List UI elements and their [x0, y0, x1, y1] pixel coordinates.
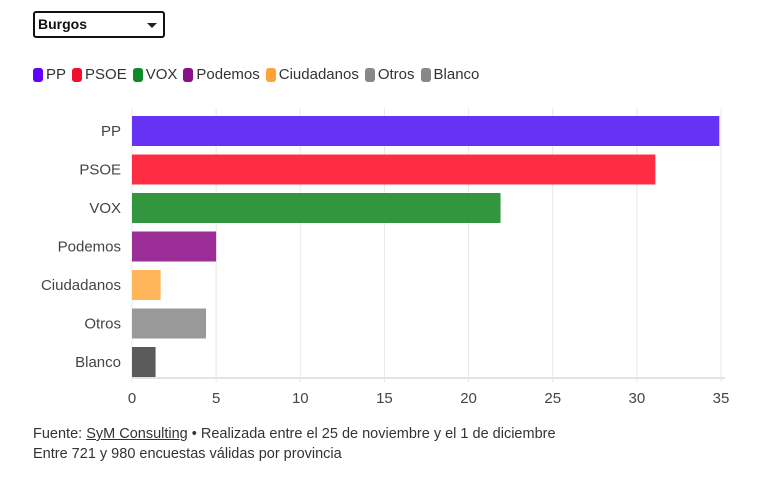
- legend-swatch: [420, 67, 431, 82]
- bar-otros: [132, 308, 207, 339]
- bar-psoe: [132, 154, 656, 185]
- legend-label: PP: [46, 66, 67, 83]
- y-category-label: Podemos: [58, 239, 121, 256]
- chevron-down-icon: [147, 23, 157, 28]
- legend-label: PSOE: [85, 66, 127, 83]
- source-prefix: Fuente:: [33, 426, 83, 442]
- chart-footer: Fuente: SyM Consulting • Realizada entre…: [33, 424, 556, 464]
- legend-item[interactable]: VOX: [132, 66, 178, 83]
- legend-item[interactable]: PP: [33, 66, 66, 83]
- legend-item[interactable]: Podemos: [183, 66, 260, 83]
- legend-swatch: [364, 67, 375, 82]
- source-link[interactable]: SyM Consulting: [86, 426, 188, 442]
- legend-item[interactable]: Blanco: [420, 66, 480, 83]
- legend-label: Otros: [377, 66, 415, 83]
- x-tick-label: 10: [292, 390, 309, 407]
- legend-label: VOX: [145, 66, 178, 83]
- legend-swatch: [265, 67, 276, 82]
- y-category-label: VOX: [89, 200, 121, 217]
- x-tick-label: 5: [212, 390, 220, 407]
- y-category-label: PP: [101, 123, 121, 140]
- y-category-label: Otros: [84, 316, 121, 333]
- x-tick-label: 35: [713, 390, 730, 407]
- legend-swatch: [33, 67, 43, 82]
- legend-label: Blanco: [433, 66, 480, 83]
- survey-dates: • Realizada entre el 25 de noviembre y e…: [187, 426, 556, 442]
- survey-sample: Entre 721 y 980 encuestas válidas por pr…: [33, 446, 342, 462]
- legend-swatch: [183, 67, 194, 82]
- x-tick-label: 30: [629, 390, 646, 407]
- bar-vox: [132, 193, 501, 223]
- legend-item[interactable]: PSOE: [72, 66, 127, 83]
- x-tick-label: 0: [128, 390, 136, 407]
- legend-swatch: [72, 67, 83, 82]
- x-tick-label: 25: [544, 390, 561, 407]
- province-select-value: Burgos: [38, 16, 87, 32]
- y-category-label: Blanco: [75, 354, 121, 371]
- bar-chart: 0 5 10 15 20 25 30 35 PP PSOE VOX Podemos Ciudadanos…: [41, 108, 730, 407]
- x-tick-label: 15: [376, 390, 393, 407]
- legend-label: Podemos: [196, 66, 260, 83]
- x-tick-label: 20: [460, 390, 477, 407]
- legend-item[interactable]: Ciudadanos: [265, 66, 359, 83]
- province-select[interactable]: Burgos: [33, 11, 165, 38]
- y-category-label: Ciudadanos: [41, 277, 121, 294]
- legend-item[interactable]: Otros: [364, 66, 415, 83]
- bar-pp: [132, 116, 720, 146]
- y-category-label: PSOE: [79, 162, 121, 179]
- legend-swatch: [132, 67, 143, 82]
- bar-podemos: [132, 231, 217, 262]
- legend-label: Ciudadanos: [278, 66, 359, 83]
- bar-ciudadanos: [132, 270, 161, 300]
- chart-legend: PP PSOE VOX Podemos Ciudadanos Otros Blanco: [33, 66, 479, 83]
- bar-blanco: [132, 347, 156, 377]
